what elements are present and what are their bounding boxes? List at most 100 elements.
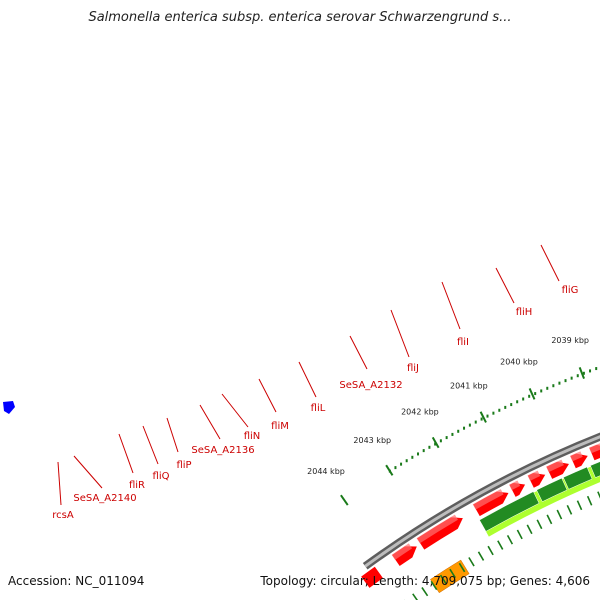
leader-line — [57, 461, 62, 506]
leader-line — [199, 404, 221, 440]
inner-tick — [412, 593, 419, 600]
inner-tick — [439, 574, 447, 585]
forward-gene-shine — [527, 470, 541, 481]
ruler-dot — [504, 405, 507, 409]
kbp-tick — [528, 388, 536, 400]
reverse-gene-dark — [590, 461, 600, 478]
ruler-dot — [570, 376, 573, 380]
leader-line — [298, 361, 317, 398]
genome-backbone — [362, 432, 600, 570]
ruler-dot — [589, 369, 592, 373]
topology-text: Topology: circular; Length: 4,709,075 bp… — [260, 574, 590, 588]
markers — [3, 401, 383, 588]
gene-label: rcsA — [52, 510, 74, 521]
ruler-dot — [498, 408, 501, 412]
ruler-dot — [582, 371, 585, 375]
ruler-labels: 2035 kbp2036 kbp2037 kbp2038 kbp2039 kbp… — [307, 336, 589, 476]
forward-gene-shine — [509, 480, 521, 491]
gene-label: fliR — [129, 480, 145, 491]
rcsA-gene — [430, 559, 470, 594]
ruler-dot — [468, 423, 471, 427]
ruler-dot — [546, 386, 549, 390]
ruler-dot — [411, 455, 414, 459]
ruler-dot — [457, 429, 460, 433]
ruler-dot — [445, 436, 448, 440]
kbp-tick — [340, 494, 349, 506]
leader-line — [390, 309, 410, 358]
kbp-tick — [385, 464, 394, 476]
leader-line — [495, 267, 515, 304]
map-title: Salmonella enterica subsp. enterica sero… — [88, 10, 512, 25]
forward-gene-shine — [570, 451, 583, 462]
leader-line — [166, 417, 179, 453]
kbp-label: 2040 kbp — [500, 358, 538, 367]
inner-tick — [546, 514, 553, 525]
kbp-tick — [431, 436, 440, 449]
gene-label: fliH — [516, 307, 533, 318]
leader-line — [258, 378, 277, 413]
ruler-dot — [422, 449, 425, 453]
forward-gene-shine — [588, 443, 600, 454]
forward-gene-shine — [546, 459, 564, 473]
inner-tick — [586, 495, 593, 506]
leader-line — [118, 433, 134, 474]
forward-gene-shine — [391, 543, 413, 560]
ruler-dot — [474, 420, 477, 424]
leader-line — [441, 281, 461, 330]
ruler-dot — [528, 394, 531, 398]
gene-label-leaders — [57, 244, 560, 506]
inner-tick — [477, 551, 485, 561]
ruler-dot — [516, 400, 519, 404]
forward-strand-genes — [391, 443, 600, 567]
reverse-gene-dark — [479, 491, 540, 532]
inner-tick — [576, 500, 583, 511]
kbp-label: 2043 kbp — [353, 436, 391, 445]
ruler-dot — [486, 414, 489, 418]
leader-line — [142, 425, 159, 465]
kbp-tick — [578, 367, 585, 379]
inner-tick — [526, 524, 533, 535]
gene-label: fliQ — [153, 471, 170, 482]
ruler-dot — [534, 392, 537, 396]
leader-line — [221, 393, 249, 428]
gene-label: SeSA_A2140 — [73, 493, 136, 504]
gene-label: fliG — [562, 285, 579, 296]
kbp-label: 2042 kbp — [401, 408, 439, 417]
ruler-dot — [480, 417, 483, 421]
ruler-dot — [576, 374, 579, 378]
inner-tick — [497, 540, 504, 550]
ruler-dot — [463, 426, 466, 430]
kbp-label: 2039 kbp — [551, 336, 589, 345]
gene-label: fliL — [311, 403, 326, 414]
ruler-dot — [405, 459, 408, 463]
kbp-label: 2044 kbp — [307, 467, 345, 476]
inner-tick-arc — [403, 491, 600, 600]
reverse-gene-dark — [563, 466, 593, 490]
kbp-tick — [479, 411, 487, 423]
ruler-dot — [439, 439, 442, 443]
gene-label: fliP — [176, 460, 191, 471]
edge-red-fragment — [361, 566, 383, 588]
leader-line — [73, 455, 103, 489]
leader-line — [349, 335, 368, 370]
inner-tick — [458, 562, 466, 573]
inner-tick — [449, 568, 456, 579]
gene-label: SeSA_A2136 — [191, 445, 254, 456]
gene-label: fliM — [271, 421, 289, 432]
gene-label: fliI — [457, 337, 469, 348]
inner-tick — [566, 504, 573, 515]
inner-tick — [430, 580, 438, 591]
gene-label: SeSA_A2132 — [339, 380, 402, 391]
ruler-dot — [558, 381, 561, 385]
ruler-dot — [552, 384, 555, 388]
inner-tick — [506, 534, 514, 545]
inner-tick — [516, 529, 523, 540]
inner-tick — [536, 519, 543, 530]
gene-label: fliN — [244, 431, 261, 442]
kbp-label: 2041 kbp — [450, 382, 488, 391]
reverse-strand-genes — [430, 461, 600, 594]
ruler-dot — [394, 466, 397, 470]
inner-tick — [556, 509, 563, 520]
ruler-dot — [595, 367, 598, 371]
